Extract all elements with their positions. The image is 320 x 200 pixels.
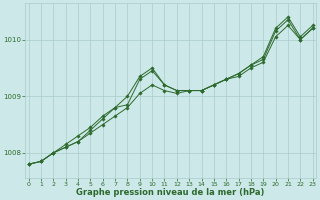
X-axis label: Graphe pression niveau de la mer (hPa): Graphe pression niveau de la mer (hPa) <box>76 188 265 197</box>
